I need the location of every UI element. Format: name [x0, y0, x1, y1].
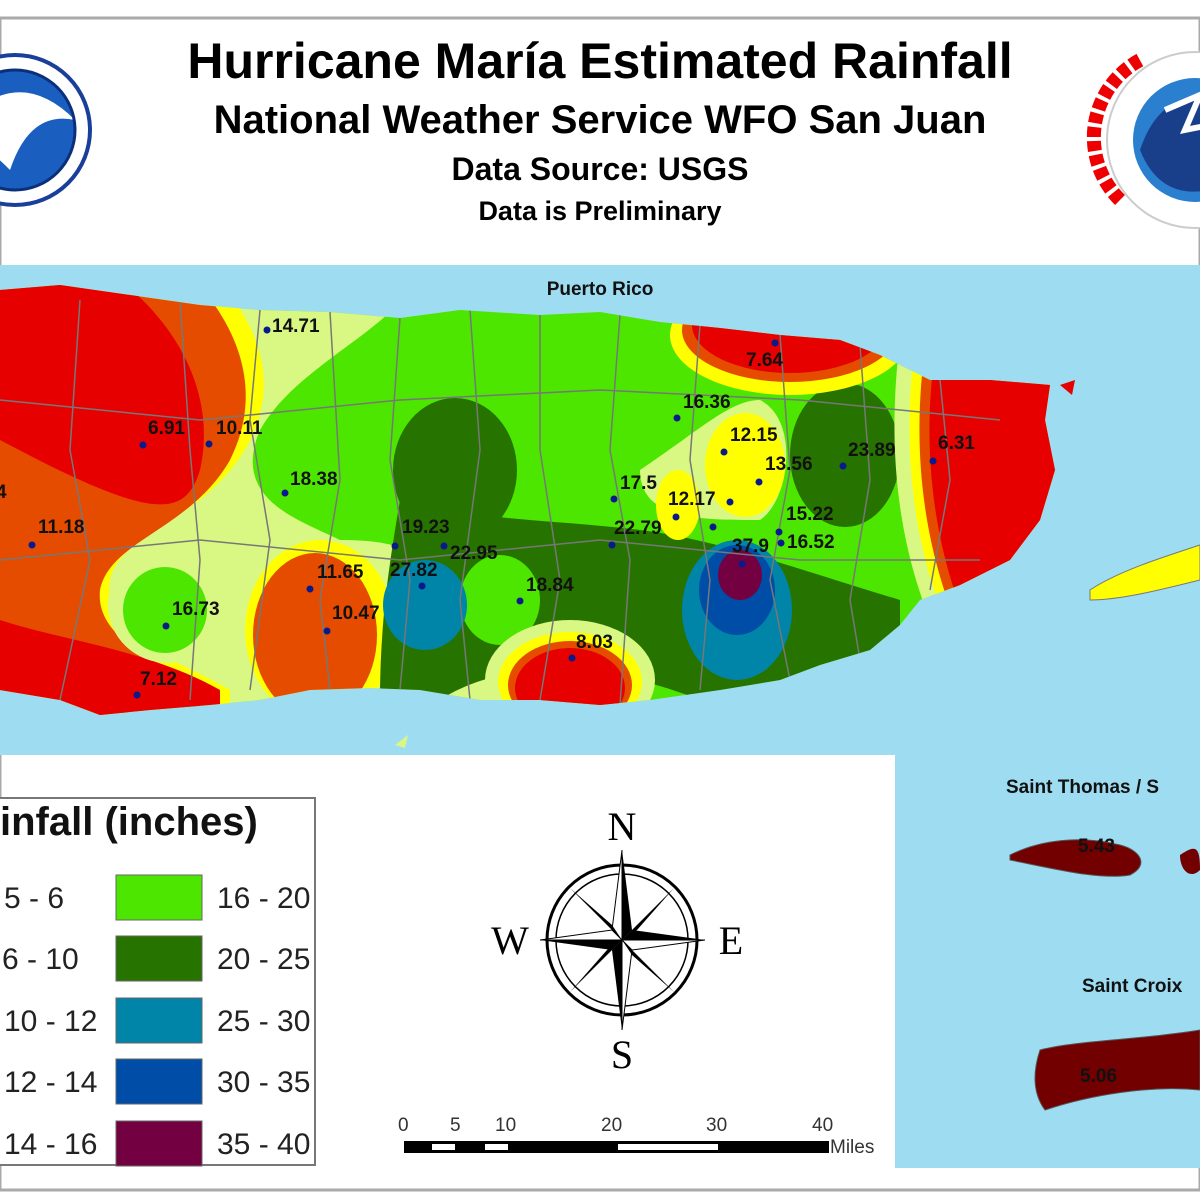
legend-label: 14 - 16 — [4, 1128, 97, 1161]
map-subtitle: National Weather Service WFO San Juan — [214, 98, 987, 142]
legend-label: 30 - 35 — [217, 1066, 310, 1099]
station-value: 7.64 — [746, 350, 783, 371]
legend-swatch-25-30 — [115, 997, 203, 1044]
station-value: 12.17 — [668, 489, 716, 510]
legend-swatch-30-35 — [115, 1058, 203, 1105]
scale-tick: 40 — [812, 1115, 833, 1136]
station-value: 37.9 — [732, 536, 769, 557]
legend-title: infall (inches) — [0, 800, 258, 844]
station-value: 18.38 — [290, 469, 338, 490]
region-label-puerto-rico: Puerto Rico — [547, 279, 654, 300]
legend-label: 25 - 30 — [217, 1005, 310, 1038]
scale-tick: 20 — [601, 1115, 622, 1136]
noaa-logo — [0, 53, 92, 207]
legend-swatch-35-40 — [115, 1120, 203, 1167]
station-value: 15.22 — [786, 504, 834, 525]
scale-tick: 5 — [450, 1115, 461, 1136]
station-value: 11.65 — [317, 562, 364, 583]
station-value: 5.43 — [1078, 836, 1115, 857]
station-value: 16.36 — [683, 392, 731, 413]
station-value: 13.56 — [765, 454, 813, 475]
station-value: 5.06 — [1080, 1066, 1117, 1087]
caja-de-muertos-island — [395, 735, 408, 748]
st-john-island — [1180, 848, 1200, 875]
legend-label: 16 - 20 — [217, 882, 310, 915]
st-thomas-island — [1009, 839, 1142, 877]
scale-tick: 10 — [495, 1115, 516, 1136]
station-value: 4 — [0, 482, 7, 503]
station-value: 27.82 — [390, 560, 438, 581]
compass-south: S — [611, 1032, 633, 1077]
legend: infall (inches) 5 - 6 6 - 10 10 - 12 12 … — [0, 797, 316, 1167]
map-title: Hurricane María Estimated Rainfall — [187, 33, 1012, 89]
compass-rose-icon: N S E W — [491, 804, 743, 1077]
station-value: 7.12 — [140, 669, 177, 690]
compass-north: N — [608, 804, 637, 849]
station-value: 18.84 — [526, 575, 574, 596]
legend-label: 12 - 14 — [4, 1066, 97, 1099]
station-value: 17.5 — [620, 473, 657, 494]
station-value: 6.91 — [148, 418, 185, 439]
scale-unit: Miles — [830, 1137, 874, 1158]
scale-bar: 0 5 10 20 30 40 Miles — [398, 1115, 874, 1158]
legend-label: 10 - 12 — [4, 1005, 97, 1038]
station-value: 12.15 — [730, 425, 778, 446]
compass-east: E — [719, 918, 743, 963]
inset-label-st-thomas: Saint Thomas / S — [1006, 777, 1159, 798]
station-value: 16.73 — [172, 599, 220, 620]
legend-swatch-16-20 — [115, 874, 203, 921]
legend-label: 20 - 25 — [217, 943, 310, 976]
compass-west: W — [491, 918, 529, 963]
virgin-islands-inset: Saint Thomas / S 5.43 Saint Croix 5.06 — [1006, 777, 1200, 1111]
nws-logo — [1086, 51, 1200, 229]
station-value: 14.71 — [272, 316, 320, 337]
legend-label: 35 - 40 — [217, 1128, 310, 1161]
station-value: 6.31 — [938, 433, 975, 454]
inset-label-st-croix: Saint Croix — [1082, 976, 1183, 997]
culebra-island — [1060, 380, 1075, 395]
station-value: 16.52 — [787, 532, 835, 553]
station-value: 23.89 — [848, 440, 896, 461]
legend-label: 5 - 6 — [4, 882, 64, 915]
station-value: 10.47 — [332, 603, 380, 624]
station-value: 19.23 — [402, 517, 450, 538]
legend-label: 6 - 10 — [2, 943, 79, 976]
station-labels: 14.71 6.91 10.11 18.38 11.18 4 16.73 7.1… — [0, 316, 975, 690]
scale-tick: 30 — [706, 1115, 727, 1136]
scale-tick: 0 — [398, 1115, 409, 1136]
st-croix-island — [1034, 1029, 1200, 1111]
vieques-island — [1089, 544, 1200, 601]
station-value: 8.03 — [576, 632, 613, 653]
legend-swatch-20-25 — [115, 935, 203, 982]
station-value: 22.79 — [614, 518, 662, 539]
station-value: 11.18 — [38, 517, 85, 538]
data-note: Data is Preliminary — [478, 196, 721, 226]
station-value: 22.95 — [450, 543, 498, 564]
station-value: 10.11 — [216, 418, 263, 439]
data-source: Data Source: USGS — [452, 151, 749, 187]
